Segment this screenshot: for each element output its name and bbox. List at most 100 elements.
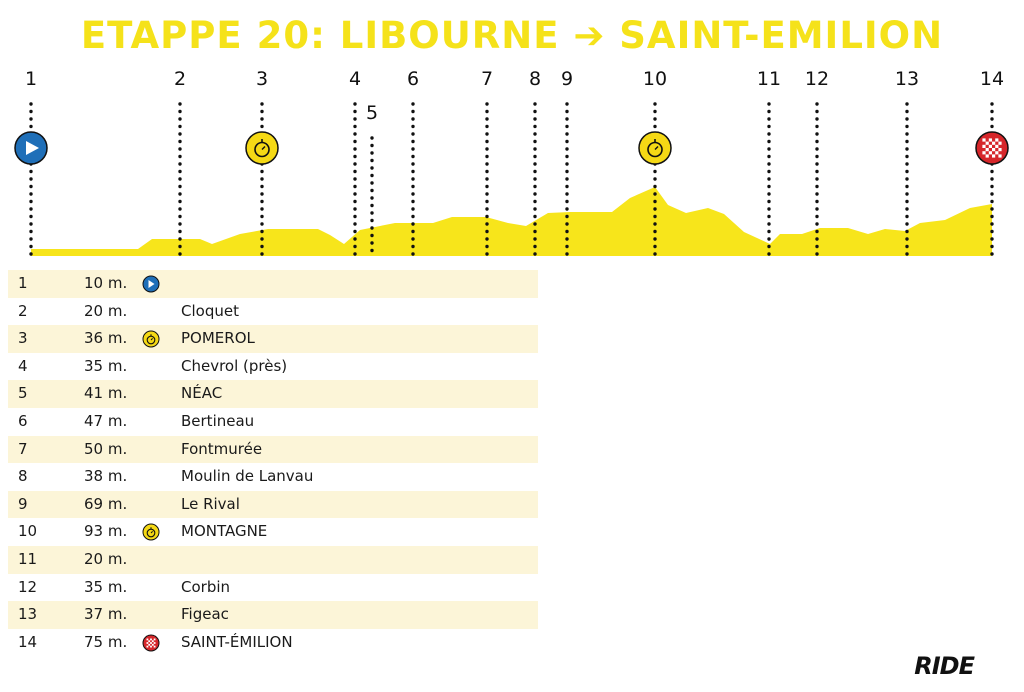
waypoint-altitude: 93 m. [84, 522, 128, 541]
checker-square [982, 138, 986, 142]
waypoint-altitude: 10 m. [84, 274, 128, 292]
finish-flag-icon [142, 634, 160, 652]
waypoint-label-7: 7 [481, 68, 493, 90]
waypoint-place: Moulin de Lanvau [181, 467, 314, 486]
checker-square [998, 141, 1002, 145]
checker-square [992, 148, 996, 152]
waypoint-number: 2 [18, 301, 28, 320]
table-row: 14 75 m. SAINT-ÉMILION [8, 629, 538, 657]
checker-square [998, 148, 1002, 152]
start-icon [14, 131, 48, 165]
waypoint-altitude: 69 m. [84, 494, 128, 513]
waypoint-place: Figeac [181, 605, 229, 624]
waypoint-altitude: 50 m. [84, 439, 128, 458]
waypoint-altitude: 41 m. [84, 384, 128, 403]
waypoint-altitude: 47 m. [84, 411, 128, 430]
waypoint-label-5: 5 [366, 102, 378, 124]
waypoint-number: 10 [18, 522, 38, 541]
waypoint-number: 1 [18, 274, 28, 292]
waypoint-altitude: 20 m. [84, 301, 128, 320]
waypoint-place: NÉAC [181, 384, 223, 403]
stopwatch-icon [142, 330, 160, 348]
table-row: 12 35 m. Corbin [8, 574, 538, 602]
terrain-profile [31, 187, 992, 256]
waypoint-label-12: 12 [805, 68, 829, 90]
stopwatch-icon [245, 131, 279, 165]
waypoint-number: 13 [18, 605, 38, 624]
waypoint-label-3: 3 [256, 68, 268, 90]
waypoint-place: Fontmurée [181, 439, 263, 458]
checker-square [995, 138, 999, 142]
waypoint-label-2: 2 [174, 68, 186, 90]
checker-square [985, 148, 989, 152]
waypoint-number: 8 [18, 467, 28, 486]
checker-square [995, 144, 999, 148]
table-row: 10 93 m. MONTAGNE [8, 518, 538, 546]
waypoint-number: 7 [18, 439, 28, 458]
checker-square [982, 144, 986, 148]
start-icon [142, 275, 160, 293]
finish-flag-icon [975, 131, 1009, 165]
waypoint-place: Bertineau [181, 411, 255, 430]
waypoint-label-6: 6 [407, 68, 419, 90]
table-row: 7 50 m. Fontmurée [8, 435, 538, 464]
checker-square [988, 138, 992, 142]
table-row: 4 35 m. Chevrol (près) [8, 353, 538, 381]
table-row: 1 10 m. [8, 270, 538, 298]
waypoint-altitude: 37 m. [84, 605, 128, 624]
stopwatch-icon [638, 131, 672, 165]
waypoint-place: POMEROL [181, 329, 255, 348]
waypoint-altitude: 38 m. [84, 467, 128, 486]
stopwatch-icon-circle [638, 131, 672, 165]
waypoint-altitude: 20 m. [84, 549, 128, 568]
table-row: 6 47 m. Bertineau [8, 408, 538, 436]
waypoint-label-10: 10 [643, 68, 667, 90]
waypoint-place: Le Rival [181, 494, 240, 513]
waypoint-label-9: 9 [561, 68, 573, 90]
table-row: 8 38 m. Moulin de Lanvau [8, 463, 538, 491]
waypoint-label-1: 1 [25, 68, 37, 90]
waypoint-altitude: 35 m. [84, 577, 128, 596]
table-row: 3 36 m. POMEROL [8, 325, 538, 353]
waypoint-table: 1 10 m. 2 20 m. Cloquet 3 36 m. POMEROL 4 35 m. Ch… [8, 270, 538, 656]
checker-square [992, 141, 996, 145]
table-row: 13 37 m. Figeac [8, 601, 538, 629]
waypoint-number: 5 [18, 384, 28, 403]
waypoint-number: 3 [18, 329, 28, 348]
waypoint-label-11: 11 [757, 68, 781, 90]
stopwatch-hand [654, 146, 659, 150]
checker-square [988, 144, 992, 148]
waypoint-label-14: 14 [980, 68, 1004, 90]
waypoint-number: 12 [18, 577, 38, 596]
stopwatch-icon-circle [245, 131, 279, 165]
stage-title: ETAPPE 20: LIBOURNE ➔ SAINT-EMILION [80, 14, 944, 57]
table-row: 2 20 m. Cloquet [8, 298, 538, 326]
checker-square [982, 151, 986, 155]
checker-square [998, 154, 1002, 158]
table-row: 11 20 m. [8, 545, 538, 574]
waypoint-place: SAINT-ÉMILION [181, 632, 293, 651]
waypoint-number: 6 [18, 411, 28, 430]
checker-square [988, 151, 992, 155]
waypoint-place: MONTAGNE [181, 522, 268, 541]
waypoint-place: Corbin [181, 577, 231, 596]
waypoint-number: 14 [18, 632, 38, 651]
play-triangle [26, 141, 39, 155]
checker-square [992, 154, 996, 158]
stopwatch-icon [142, 523, 160, 541]
waypoint-altitude: 75 m. [84, 632, 128, 651]
waypoint-altitude: 35 m. [84, 356, 128, 375]
ride-logo: RIDE [914, 652, 975, 680]
waypoint-place: Chevrol (près) [181, 356, 288, 375]
waypoint-number: 11 [18, 549, 38, 568]
checker-square [995, 151, 999, 155]
waypoint-label-8: 8 [529, 68, 541, 90]
waypoint-number: 4 [18, 356, 28, 375]
waypoint-altitude: 36 m. [84, 329, 128, 348]
waypoint-label-4: 4 [349, 68, 361, 90]
stopwatch-hand [261, 146, 266, 150]
checker-square [985, 154, 989, 158]
waypoint-place: Cloquet [181, 301, 239, 320]
elevation-profile-chart: 1 2 3 456 7 8 9 10 11 12 13 14 [14, 68, 1009, 258]
table-row: 9 69 m. Le Rival [8, 490, 538, 519]
